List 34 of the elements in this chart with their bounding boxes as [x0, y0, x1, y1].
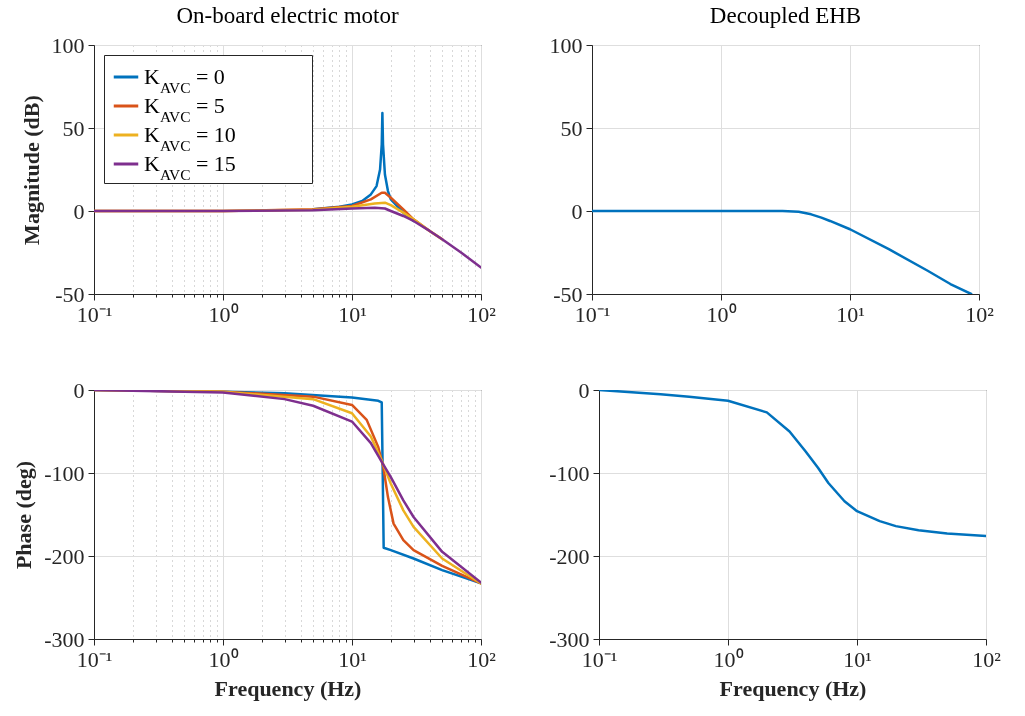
y-tick-label: -100: [549, 460, 590, 486]
legend-label: K$_{AVC}$ = 10: [144, 122, 236, 154]
legend-label: K$_{AVC}$ = 0: [144, 64, 225, 96]
x-tick-label: 10⁰: [713, 646, 744, 672]
x-tick-label: 10⁰: [208, 646, 239, 672]
chart-title: On-board electric motor: [176, 3, 399, 28]
x-tick-label: 10¹: [338, 301, 367, 327]
x-tick-label: 10²: [965, 301, 995, 327]
y-axis-title: Magnitude (dB): [18, 95, 44, 245]
y-tick-label: 0: [578, 377, 590, 403]
y-tick-label: 50: [62, 115, 85, 141]
x-tick-label: 10¹: [843, 646, 872, 672]
y-tick-label: 100: [549, 32, 583, 58]
legend-label: K$_{AVC}$ = 15: [144, 151, 236, 183]
y-tick-label: 0: [73, 198, 85, 224]
y-tick-label: -200: [44, 543, 85, 569]
legend-label: K$_{AVC}$ = 5: [144, 93, 225, 125]
x-tick-label: 10¹: [338, 646, 367, 672]
x-axis-title: Frequency (Hz): [214, 675, 362, 701]
y-tick-label: 100: [51, 32, 85, 58]
x-tick-label: 10²: [972, 646, 1002, 672]
x-axis-title: Frequency (Hz): [719, 675, 867, 701]
chart-title: Decoupled EHB: [709, 3, 862, 28]
y-tick-label: 0: [73, 377, 85, 403]
x-tick-label: 10⁰: [208, 301, 239, 327]
y-tick-label: -200: [549, 543, 590, 569]
x-tick-label: 10²: [467, 646, 497, 672]
y-tick-label: 50: [560, 115, 583, 141]
x-tick-label: 10²: [467, 301, 497, 327]
y-tick-label: -100: [44, 460, 85, 486]
y-tick-label: 0: [571, 198, 583, 224]
x-tick-label: 10¹: [836, 301, 865, 327]
y-axis-title: Phase (deg): [11, 460, 37, 570]
x-tick-label: 10⁰: [706, 301, 737, 327]
